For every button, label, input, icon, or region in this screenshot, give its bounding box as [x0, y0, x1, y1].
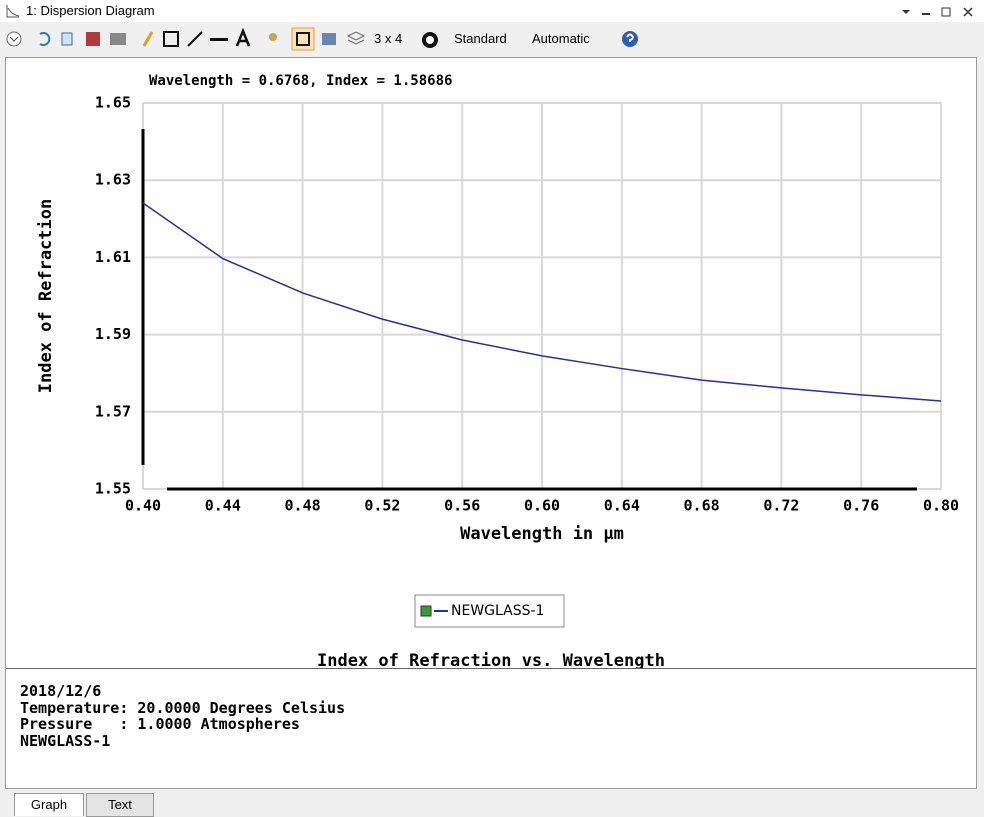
info-line: NEWGLASS-1 [20, 731, 111, 750]
x-tick-label: 0.64 [604, 497, 640, 515]
y-tick-label: 1.63 [95, 171, 131, 189]
x-tick-label: 0.76 [843, 497, 879, 515]
x-tick-label: 0.56 [444, 497, 480, 515]
y-tick-label: 1.59 [95, 325, 131, 343]
y-tick-label: 1.61 [95, 248, 131, 266]
y-tick-label: 1.65 [95, 94, 131, 112]
info-line: Pressure : 1.0000 Atmospheres [20, 715, 300, 733]
window-icon [6, 5, 20, 18]
x-tick-label: 0.52 [364, 497, 400, 515]
refresh-icon[interactable] [420, 30, 440, 50]
graph-panel: Wavelength = 0.6768, Index = 1.58686 Ind… [5, 57, 977, 789]
y-tick-label: 1.57 [95, 402, 131, 420]
toolbar-icons[interactable] [0, 24, 370, 54]
x-tick-label: 0.44 [205, 497, 241, 515]
title-bar: 1: Dispersion Diagram [0, 0, 984, 22]
x-tick-label: 0.72 [763, 497, 799, 515]
tab-text[interactable]: Text [86, 793, 154, 817]
legend: NEWGLASS-1 [414, 594, 565, 628]
window-controls[interactable] [898, 4, 978, 20]
chart: Wavelength = 0.6768, Index = 1.58686 Ind… [36, 73, 959, 668]
legend-checkbox [420, 605, 432, 617]
data-line [142, 202, 942, 402]
y-tick-label: 1.55 [95, 480, 131, 498]
layout-dropdown[interactable]: 3 x 4 [374, 31, 403, 46]
x-tick-label: 0.80 [923, 497, 959, 515]
help-icon[interactable] [620, 29, 640, 49]
x-tick-label: 0.60 [524, 497, 560, 515]
x-tick-label: 0.48 [285, 497, 321, 515]
x-axis-title: Wavelength in µm [460, 524, 624, 544]
toolbar: 3 x 4 Standard Automatic [0, 24, 984, 54]
window-title: 1: Dispersion Diagram [26, 3, 155, 18]
scale-dropdown[interactable]: Automatic [532, 31, 590, 46]
style-dropdown[interactable]: Standard [454, 31, 507, 46]
x-tick-label: 0.40 [125, 497, 161, 515]
info-text: 2018/12/6 Temperature: 20.0000 Degrees Ce… [6, 668, 976, 788]
x-tick-label: 0.68 [684, 497, 720, 515]
info-line: 2018/12/6 [20, 682, 102, 700]
chart-title: Index of Refraction vs. Wavelength [317, 651, 665, 668]
legend-label: NEWGLASS-1 [451, 603, 544, 619]
tab-graph[interactable]: Graph [14, 793, 84, 816]
cursor-annotation: Wavelength = 0.6768, Index = 1.58686 [149, 73, 452, 89]
y-axis-title: Index of Refraction [36, 199, 56, 393]
info-line: Temperature: 20.0000 Degrees Celsius [20, 698, 346, 717]
